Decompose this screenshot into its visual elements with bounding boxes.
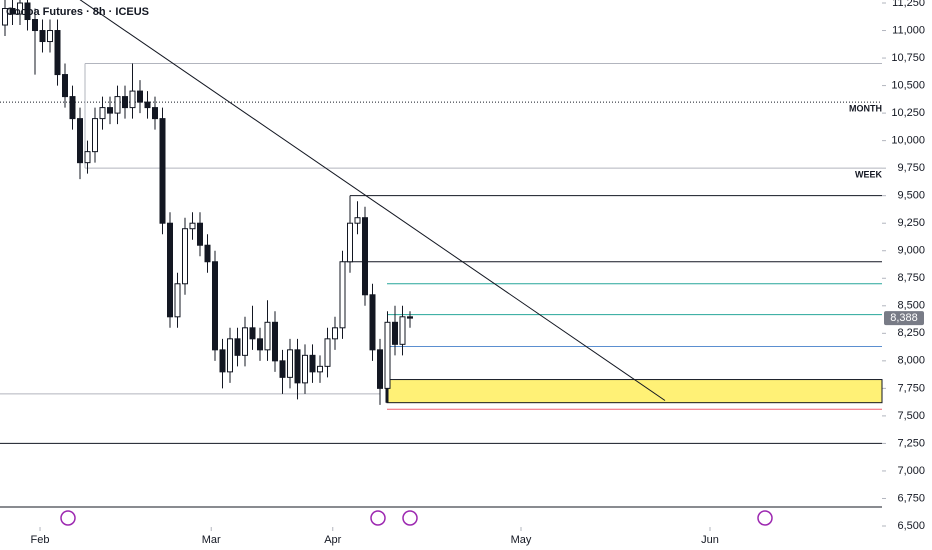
candle-body <box>84 151 91 164</box>
y-tick-label: 7,250 <box>897 437 925 449</box>
candle-body <box>399 316 406 345</box>
level-label: WEEK <box>855 170 883 180</box>
y-tick-label: 8,250 <box>897 327 925 339</box>
last-price-label: 8,388 <box>890 312 918 324</box>
candle-body <box>212 261 218 351</box>
event-icon[interactable] <box>757 510 773 526</box>
y-tick-label: 6,750 <box>897 492 925 504</box>
candle-body <box>54 30 61 76</box>
candle-body <box>17 2 23 15</box>
x-tick-label: Mar <box>202 534 221 546</box>
candle-body <box>309 354 316 373</box>
candle-body <box>264 321 271 351</box>
candle-body <box>407 316 413 319</box>
event-icon[interactable] <box>402 510 418 526</box>
candle-body <box>204 244 211 263</box>
candle-body <box>332 327 338 340</box>
candle-body <box>369 294 376 351</box>
candle-body <box>294 349 301 384</box>
candle-body <box>114 96 121 114</box>
event-icon[interactable] <box>370 510 386 526</box>
candle-body <box>152 107 158 120</box>
candle-body <box>242 327 248 356</box>
y-tick-label: 7,750 <box>897 382 925 394</box>
candle-body <box>24 2 31 21</box>
candle-body <box>257 338 263 351</box>
event-icons[interactable] <box>60 510 773 526</box>
candle-body <box>219 349 226 373</box>
candle-body <box>9 8 16 15</box>
candle-body <box>107 107 113 114</box>
candle-body <box>249 327 256 340</box>
candle-body <box>324 338 331 367</box>
x-tick-label: Jun <box>701 534 719 546</box>
trendline <box>79 0 666 401</box>
x-tick-label: Apr <box>324 534 341 546</box>
candle-body <box>302 354 308 384</box>
y-tick-label: 8,500 <box>897 300 925 312</box>
x-tick-label: May <box>511 534 532 546</box>
candle-body <box>317 365 323 373</box>
y-tick-label: 8,000 <box>897 355 925 367</box>
candle-body <box>392 321 398 345</box>
candle-body <box>39 30 46 43</box>
candle-body <box>92 118 98 153</box>
y-tick-label: 11,000 <box>892 24 925 36</box>
y-tick-label: 9,750 <box>897 162 925 174</box>
candle-body <box>69 96 76 120</box>
candle-body <box>32 19 38 32</box>
candle-body <box>122 96 128 109</box>
candle-body <box>99 107 106 120</box>
candle-body <box>272 321 278 362</box>
candle-body <box>62 74 68 98</box>
candle-body <box>129 90 136 109</box>
chart-title: Cocoa Futures · 8h · ICEUS <box>6 6 149 18</box>
candle-body <box>347 222 353 263</box>
y-tick-label: 11,250 <box>892 0 925 9</box>
y-tick-label: 7,000 <box>897 465 925 477</box>
candle-body <box>234 338 241 356</box>
candle-body <box>167 222 173 318</box>
candle-body <box>377 349 383 389</box>
y-tick-label: 10,750 <box>891 52 925 64</box>
candle-body <box>159 118 166 224</box>
candle-body <box>279 360 286 378</box>
zone <box>386 379 883 404</box>
candle-body <box>362 217 368 296</box>
candle-body <box>287 349 293 378</box>
x-tick-label: Feb <box>31 534 50 546</box>
candle-body <box>189 222 196 230</box>
y-tick-label: 10,250 <box>891 107 925 119</box>
y-tick-label: 9,000 <box>897 245 925 257</box>
y-tick-label: 9,500 <box>897 190 925 202</box>
candle-body <box>47 30 53 43</box>
candle-body <box>197 222 203 246</box>
y-tick-label: 6,500 <box>897 520 925 532</box>
y-tick-label: 8,750 <box>897 272 925 284</box>
candle-body <box>354 217 361 224</box>
candle-body <box>339 261 346 329</box>
y-tick-label: 9,250 <box>897 217 925 229</box>
event-icon[interactable] <box>60 510 76 526</box>
candle-body <box>2 8 8 26</box>
y-tick-label: 10,500 <box>891 79 925 91</box>
level-label: MONTH <box>849 103 882 113</box>
candle-body <box>227 338 233 373</box>
candle-body <box>137 90 143 103</box>
candle-body <box>182 228 188 285</box>
last-price-box <box>884 311 924 326</box>
candle-body <box>384 321 391 389</box>
y-tick-label: 10,000 <box>891 135 925 147</box>
candle-body <box>77 118 83 164</box>
candle-body <box>174 283 181 318</box>
y-tick-label: 7,500 <box>897 410 925 422</box>
candle-body <box>144 101 151 109</box>
